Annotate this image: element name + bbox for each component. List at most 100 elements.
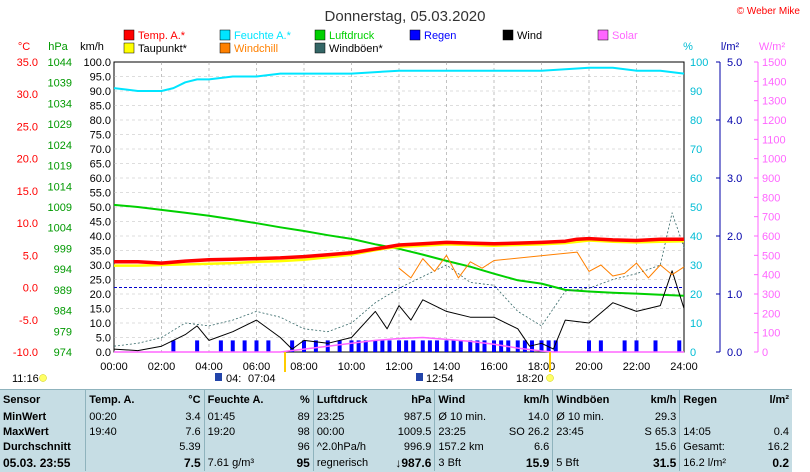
chart-title: Donnerstag, 05.03.2020: [325, 8, 486, 25]
x-tick-label: 06:00: [243, 361, 271, 373]
left-time-label: 11:16: [12, 373, 39, 385]
humidity-tick-label: 20: [690, 289, 702, 301]
temp-axis-unit: °C: [18, 41, 30, 53]
legend-swatch: [219, 29, 231, 41]
rain-bar: [482, 340, 487, 352]
wind-tick-label: 70.0: [90, 144, 111, 156]
wind-tick-label: 100.0: [83, 57, 111, 69]
x-tick-label: 04:00: [195, 361, 223, 373]
wind-axis-unit: km/h: [80, 41, 104, 53]
rain-bar: [171, 340, 176, 352]
copyright-text: © Weber Mike: [737, 6, 801, 17]
humidity-tick-label: 50: [690, 202, 702, 214]
wind-tick-label: 50.0: [90, 202, 111, 214]
humidity-axis-unit: %: [683, 41, 693, 53]
rain-bar: [337, 340, 342, 352]
cell: 7.6: [185, 425, 201, 438]
hdr-luftdruck: Luftdruck: [312, 390, 385, 409]
cell: 89: [297, 410, 310, 423]
cell: 996.9: [403, 440, 432, 453]
rain-bar: [420, 340, 425, 352]
statistics-panel: Sensor Temp. A. °C Feuchte A. % Luftdruc…: [0, 389, 792, 472]
x-tick-label: 16:00: [480, 361, 508, 373]
rain-bar: [313, 340, 318, 352]
rain-bar: [195, 340, 200, 352]
humidity-tick-label: 70: [690, 144, 702, 156]
hdr-sensor: Sensor: [3, 393, 41, 406]
rain-bar: [522, 340, 527, 352]
hdr-windboeen-unit: km/h: [650, 393, 677, 406]
solar-tick-label: 1400: [762, 76, 786, 88]
pressure-tick-label: 1019: [48, 161, 72, 173]
cell: 0.2: [772, 455, 789, 470]
sunrise-icon: [215, 373, 222, 381]
cell: 7.61 g/m³: [203, 454, 282, 471]
pressure-tick-label: 1044: [48, 57, 72, 69]
rain-bar: [380, 340, 385, 352]
sunset-time-label: 18:20: [516, 373, 544, 385]
cell: 29.3: [654, 410, 677, 423]
rain-tick-label: 2.0: [727, 231, 742, 243]
feuchte-line: [113, 66, 685, 92]
temp-tick-label: 10.0: [17, 218, 38, 230]
cell: 7.5: [183, 455, 201, 470]
wind-tick-label: 20.0: [90, 289, 111, 301]
cell: 157.2 km: [434, 439, 497, 454]
solar-tick-label: 700: [762, 212, 780, 224]
wind-line: [113, 270, 685, 352]
legend-label: Wind: [517, 30, 542, 42]
cell: 23:45: [552, 424, 623, 439]
humidity-tick-label: 10: [690, 318, 702, 330]
humidity-tick-label: 30: [690, 260, 702, 272]
windchill-line: [398, 251, 685, 279]
temp-tick-label: 35.0: [17, 57, 38, 69]
hdr-feuchte-unit: %: [300, 393, 310, 406]
pressure-tick-label: 984: [54, 306, 72, 318]
legend-swatch: [123, 29, 135, 41]
cell: [745, 409, 792, 424]
pressure-tick-label: 1034: [48, 98, 72, 110]
cell: Ø 10 min.: [552, 409, 623, 424]
rain-bar: [230, 340, 235, 352]
rain-bar: [444, 340, 449, 352]
cell: 98: [297, 425, 310, 438]
legend-label: Feuchte A.*: [234, 30, 292, 42]
rain-bar: [451, 340, 456, 352]
rain-bar: [546, 340, 551, 352]
pressure-tick-label: 1039: [48, 78, 72, 90]
cell: [552, 439, 623, 454]
rain-bar: [363, 340, 368, 352]
pressure-tick-label: 994: [54, 264, 72, 276]
series-layer: [113, 66, 685, 353]
cell: SO 26.2: [508, 425, 550, 438]
rain-bar: [530, 340, 534, 352]
cell: [85, 439, 150, 454]
wind-tick-label: 0.0: [96, 347, 111, 359]
temp-line: [114, 236, 684, 265]
humidity-tick-label: 100: [690, 57, 708, 69]
hdr-wind-unit: km/h: [523, 393, 550, 406]
pressure-tick-label: 1029: [48, 119, 72, 131]
cell: 1009.5: [397, 425, 432, 438]
cell: 00:00: [312, 424, 385, 439]
hdr-temp: Temp. A.: [85, 390, 150, 409]
wind-tick-label: 5.0: [96, 333, 111, 345]
rain-bar: [475, 340, 480, 352]
rain-bar: [404, 340, 409, 352]
solar-tick-label: 500: [762, 250, 780, 262]
rain-bar: [242, 340, 247, 352]
cell: 95: [296, 455, 310, 470]
pressure-tick-label: 999: [54, 243, 72, 255]
x-tick-label: 10:00: [338, 361, 366, 373]
cell: 14:05: [679, 424, 746, 439]
x-tick-label: 14:00: [433, 361, 461, 373]
cell: 15.6: [654, 440, 677, 453]
cell: 16.2 l/m²: [679, 454, 746, 471]
windboeen-line: [113, 212, 685, 347]
row-label: MaxWert: [3, 425, 49, 438]
cell: 23:25: [434, 424, 497, 439]
rain-bar: [387, 340, 392, 352]
cell: 16.2: [767, 440, 789, 453]
rain-tick-label: 0.0: [727, 347, 742, 359]
rain-bar: [266, 340, 271, 352]
